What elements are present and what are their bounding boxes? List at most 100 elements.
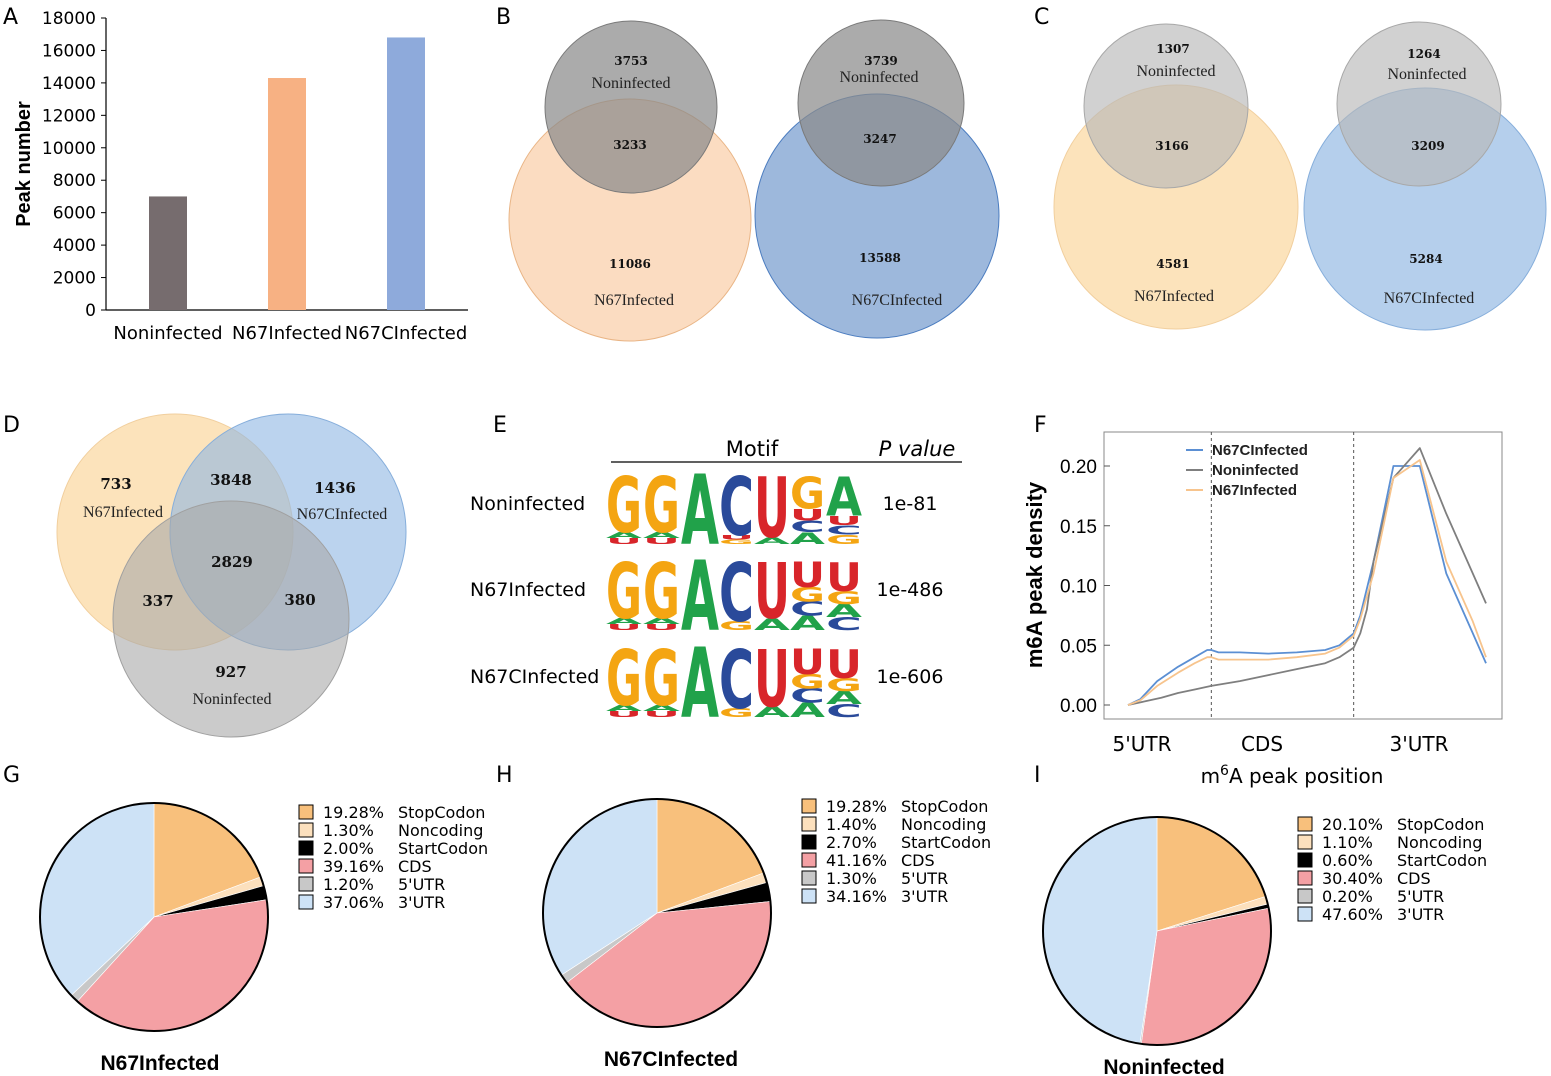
e-logo-sub-letter: A bbox=[643, 704, 685, 713]
f-ytick-label: 0.20 bbox=[1060, 457, 1097, 478]
e-logo-sub-letter: G bbox=[790, 583, 825, 606]
a-y-axis-title: Peak number bbox=[13, 101, 35, 227]
line-chart-f: 0.00 0.05 0.10 0.15 0.20 N67CInfected Noninfe… bbox=[1022, 431, 1503, 788]
venn-b-left-circle-non bbox=[544, 20, 718, 194]
venn-b-right-top-label: Noninfected bbox=[839, 69, 918, 86]
e-logo-sub-letter: G bbox=[826, 589, 862, 609]
a-category-label: Noninfected bbox=[113, 323, 222, 344]
e-logo-letter: U bbox=[790, 556, 825, 596]
f-legend-label: N67Infected bbox=[1212, 482, 1297, 499]
e-logo-sub-letter: G bbox=[826, 533, 862, 548]
f-y-axis-title: m6A peak density bbox=[1022, 481, 1047, 668]
f-xcat-label: 5'UTR bbox=[1113, 732, 1172, 756]
e-logo-letter: G bbox=[790, 468, 825, 519]
pie-legend-pct: 34.16% bbox=[826, 887, 887, 906]
venn-b-left-bottom-label: N67Infected bbox=[594, 292, 674, 309]
pie-legend-pct: 1.10% bbox=[1322, 833, 1373, 852]
e-logo-sub-letter: A bbox=[826, 602, 863, 622]
pie-legend-label: CDS bbox=[1397, 869, 1431, 888]
e-logo-sub-letter: G bbox=[719, 619, 754, 633]
venn-c-right-top-label: Noninfected bbox=[1387, 66, 1466, 83]
pie-title: N67CInfected bbox=[604, 1048, 738, 1071]
pvalue-header: P value bbox=[879, 437, 956, 461]
a-ytick-label: 10000 bbox=[42, 139, 96, 159]
pie-legend-swatch bbox=[801, 798, 817, 814]
panel-letter-f: F bbox=[1034, 413, 1047, 438]
e-logo-sub-letter: U bbox=[606, 623, 642, 632]
e-logo-sub-letter: C bbox=[826, 702, 862, 722]
a-bar-n67infected bbox=[268, 78, 306, 311]
pie-chart-i: 20.10% StopCodon 1.10% Noncoding 0.60% StartC… bbox=[1042, 815, 1487, 1076]
venn-b-right-overlap-count: 3247 bbox=[863, 132, 896, 146]
e-logo-sub-letter: G bbox=[719, 539, 754, 546]
pie-legend-swatch bbox=[1297, 816, 1313, 832]
pie-legend-pct: 0.60% bbox=[1322, 851, 1373, 870]
a-ytick-label: 14000 bbox=[42, 74, 96, 94]
e-logo-sub-letter: A bbox=[790, 529, 827, 548]
pie-legend-swatch bbox=[1297, 906, 1313, 922]
venn-c-right-circle-non bbox=[1336, 21, 1502, 187]
venn-d-n67c-only: 1436 bbox=[314, 479, 356, 497]
f-x-title-sup: 6 bbox=[1220, 763, 1229, 779]
motif-header: Motif bbox=[726, 437, 779, 461]
pie-legend-swatch bbox=[298, 822, 314, 838]
venn-d-n67-non: 337 bbox=[142, 592, 173, 610]
venn-d-n67c-non: 380 bbox=[284, 591, 315, 609]
a-ytick-label: 16000 bbox=[42, 41, 96, 61]
f-legend-label: Noninfected bbox=[1212, 462, 1299, 479]
e-logo-letter: C bbox=[719, 633, 754, 727]
e-logo-sub-letter: C bbox=[790, 685, 825, 708]
panel-letter-a: A bbox=[3, 5, 18, 30]
venn-c-right-bottom-label: N67CInfected bbox=[1384, 290, 1475, 307]
panel-letter-b: B bbox=[496, 5, 511, 30]
e-logo-sub-letter: A bbox=[606, 531, 647, 540]
pie-legend-label: Noncoding bbox=[901, 815, 986, 834]
e-logo-sub-letter: G bbox=[826, 676, 862, 696]
pie-outline bbox=[1042, 816, 1272, 1046]
pie-legend-pct: 1.40% bbox=[826, 815, 877, 834]
e-logo-sub-letter: G bbox=[790, 670, 825, 693]
a-ytick-label: 0 bbox=[85, 301, 96, 321]
e-logo-sub-letter: A bbox=[790, 699, 825, 722]
e-logo-sub-letter: U bbox=[606, 537, 642, 546]
pie-outline bbox=[39, 802, 269, 1032]
venn-d-non-label: Noninfected bbox=[192, 691, 271, 708]
a-ytick-label: 4000 bbox=[53, 236, 96, 256]
pie-legend-pct: 1.20% bbox=[323, 875, 374, 894]
a-category-label: N67Infected bbox=[232, 323, 342, 344]
venn-b-left-top-label: Noninfected bbox=[591, 75, 670, 92]
pie-legend-pct: 37.06% bbox=[323, 893, 384, 912]
pie-legend-label: StartCodon bbox=[901, 833, 991, 852]
e-row-pvalue: 1e-81 bbox=[883, 493, 938, 515]
e-logo-sub-letter: C bbox=[826, 524, 862, 539]
e-logo-sub-letter: A bbox=[606, 617, 647, 626]
f-xcat-label: CDS bbox=[1241, 732, 1283, 756]
venn-c: 1307 Noninfected 3166 4581 N67Infected 1… bbox=[1053, 21, 1547, 331]
e-logo-letter: U bbox=[826, 556, 862, 601]
a-ytick-label: 8000 bbox=[53, 171, 96, 191]
e-logo-letter: G bbox=[643, 635, 680, 724]
e-logo-letter: C bbox=[719, 546, 754, 640]
bar-chart-a: 0 2000 4000 6000 8000 10000 12000 14000 16000 180… bbox=[13, 9, 468, 344]
pie-legend-swatch bbox=[298, 876, 314, 892]
venn-b: 3753 Noninfected 3233 11086 N67Infected … bbox=[508, 19, 1000, 342]
venn-b-right-top-count: 3739 bbox=[864, 54, 897, 68]
venn-d-all: 2829 bbox=[211, 553, 253, 571]
e-logo-letter: G bbox=[643, 548, 680, 637]
venn-b-right-bottom-count: 13588 bbox=[859, 251, 901, 265]
pie-legend-swatch bbox=[801, 870, 817, 886]
a-ytick-label: 6000 bbox=[53, 204, 96, 224]
e-logo-letter: C bbox=[719, 460, 754, 554]
panel-letter-h: H bbox=[496, 763, 513, 788]
e-logo-letter: A bbox=[681, 541, 719, 653]
e-logo-sub-letter: U bbox=[643, 623, 680, 632]
f-x-title-pre: m bbox=[1201, 764, 1220, 788]
e-logo-sub-letter: C bbox=[790, 598, 825, 621]
e-logo-sub-letter: U bbox=[606, 710, 642, 719]
venn-d-n67-only: 733 bbox=[100, 475, 131, 493]
e-logo-sub-letter: U bbox=[643, 710, 680, 719]
e-row-pvalue: 1e-486 bbox=[877, 579, 944, 601]
pie-legend-swatch bbox=[801, 852, 817, 868]
pie-legend-pct: 2.00% bbox=[323, 839, 374, 858]
pie-chart-g: 19.28% StopCodon 1.30% Noncoding 2.00% StartC… bbox=[39, 802, 488, 1075]
